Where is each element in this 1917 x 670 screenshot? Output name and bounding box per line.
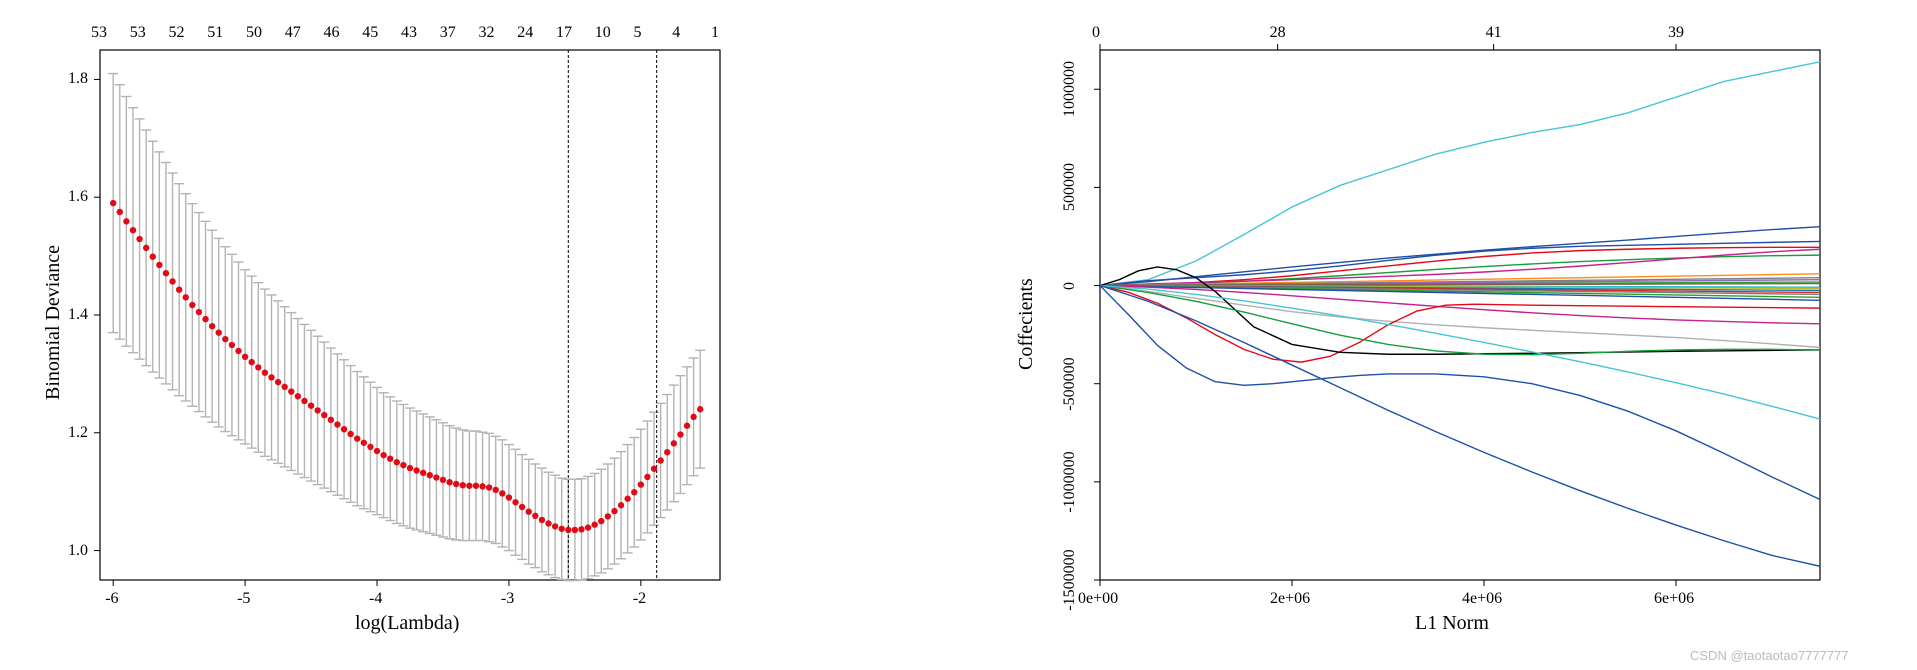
- right-top-tick: 41: [1486, 24, 1502, 42]
- left-ytick: 1.4: [68, 306, 88, 324]
- left-xtick: -5: [237, 590, 250, 608]
- left-top-tick: 50: [246, 24, 262, 42]
- left-top-tick: 45: [362, 24, 378, 42]
- left-ytick: 1.6: [68, 188, 88, 206]
- right-xtick: 6e+06: [1654, 590, 1694, 608]
- csdn-watermark: CSDN @taotaotao7777777: [1690, 648, 1848, 663]
- left-top-tick: 52: [169, 24, 185, 42]
- right-ylabel: Coffecients: [1015, 278, 1038, 370]
- left-xtick: -4: [369, 590, 382, 608]
- left-top-tick: 53: [91, 24, 107, 42]
- right-ytick: 500000: [1061, 163, 1079, 211]
- left-ylabel: Binomial Deviance: [42, 245, 65, 400]
- left-top-tick: 1: [711, 24, 719, 42]
- left-top-tick: 10: [595, 24, 611, 42]
- left-ytick: 1.2: [68, 424, 88, 442]
- right-chart-svg: [1100, 50, 1820, 580]
- left-top-tick: 5: [634, 24, 642, 42]
- right-xtick: 4e+06: [1462, 590, 1502, 608]
- left-top-tick: 46: [324, 24, 340, 42]
- right-ytick: 0: [1061, 282, 1079, 290]
- left-top-tick: 32: [479, 24, 495, 42]
- left-top-tick: 4: [672, 24, 680, 42]
- left-ytick: 1.8: [68, 70, 88, 88]
- left-xlabel: log(Lambda): [355, 612, 459, 635]
- left-chart-svg: [100, 50, 720, 580]
- right-top-tick: 28: [1270, 24, 1286, 42]
- left-top-tick: 51: [207, 24, 223, 42]
- left-top-tick: 24: [517, 24, 533, 42]
- left-top-tick: 47: [285, 24, 301, 42]
- right-xlabel: L1 Norm: [1415, 612, 1489, 635]
- left-top-tick: 53: [130, 24, 146, 42]
- left-ytick: 1.0: [68, 542, 88, 560]
- left-chart-panel: [100, 50, 720, 580]
- left-xtick: -3: [501, 590, 514, 608]
- left-top-tick: 17: [556, 24, 572, 42]
- right-ytick: -1000000: [1061, 451, 1079, 512]
- right-top-tick: 39: [1668, 24, 1684, 42]
- left-top-tick: 37: [440, 24, 456, 42]
- left-xtick: -2: [633, 590, 646, 608]
- right-xtick: 0e+00: [1078, 590, 1118, 608]
- right-xtick: 2e+06: [1270, 590, 1310, 608]
- right-ytick: -1500000: [1061, 549, 1079, 610]
- right-chart-panel: [1100, 50, 1820, 580]
- left-top-tick: 43: [401, 24, 417, 42]
- right-top-tick: 0: [1092, 24, 1100, 42]
- right-ytick: 1000000: [1061, 61, 1079, 117]
- right-ytick: -500000: [1061, 357, 1079, 410]
- left-xtick: -6: [105, 590, 118, 608]
